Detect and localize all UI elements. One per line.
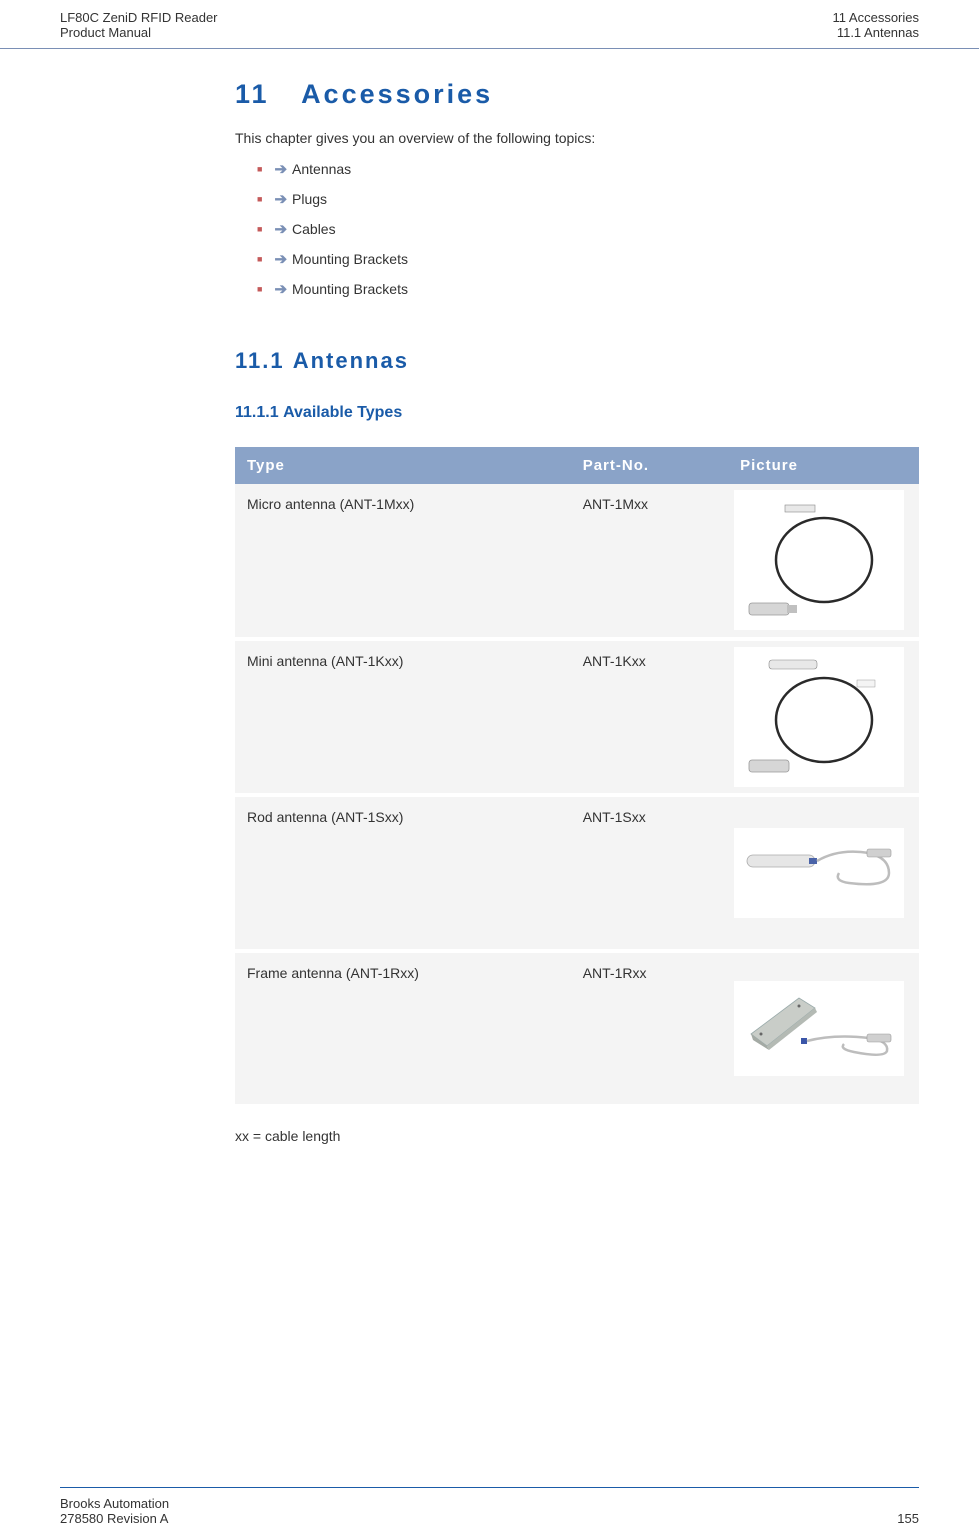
arrow-icon: ➔: [274, 280, 287, 298]
section-title: 11.1 Antennas: [235, 348, 919, 374]
antenna-image-micro: [734, 490, 904, 630]
footer-revision: 278580 Revision A: [60, 1511, 169, 1526]
table-row: Micro antenna (ANT-1Mxx) ANT-1Mxx: [235, 484, 919, 639]
page-content: 11 Accessories This chapter gives you an…: [0, 49, 979, 1144]
antenna-image-rod: [734, 828, 904, 918]
bullet-icon: ■: [257, 224, 262, 234]
list-item: ■ ➔ Mounting Brackets: [257, 250, 919, 268]
chapter-title: 11 Accessories: [235, 79, 919, 110]
col-picture: Picture: [728, 447, 919, 484]
antenna-image-frame: [734, 981, 904, 1076]
col-part: Part-No.: [571, 447, 728, 484]
cell-picture: [728, 795, 919, 951]
page-number: 155: [897, 1511, 919, 1526]
bullet-icon: ■: [257, 254, 262, 264]
intro-text: This chapter gives you an overview of th…: [235, 130, 919, 146]
cell-type: Rod antenna (ANT-1Sxx): [235, 795, 571, 951]
topic-label: Mounting Brackets: [292, 281, 408, 297]
cell-type: Micro antenna (ANT-1Mxx): [235, 484, 571, 639]
topic-label: Mounting Brackets: [292, 251, 408, 267]
antenna-image-mini: [734, 647, 904, 787]
header-manual: Product Manual: [60, 25, 218, 40]
header-product: LF80C ZeniD RFID Reader: [60, 10, 218, 25]
footer-company: Brooks Automation: [60, 1496, 169, 1511]
cell-type: Mini antenna (ANT-1Kxx): [235, 639, 571, 795]
arrow-icon: ➔: [274, 190, 287, 208]
list-item: ■ ➔ Antennas: [257, 160, 919, 178]
header-chapter: 11 Accessories: [833, 10, 919, 25]
arrow-icon: ➔: [274, 250, 287, 268]
cell-type: Frame antenna (ANT-1Rxx): [235, 951, 571, 1106]
table-row: Rod antenna (ANT-1Sxx) ANT-1Sxx: [235, 795, 919, 951]
col-type: Type: [235, 447, 571, 484]
cell-picture: [728, 951, 919, 1106]
cell-part: ANT-1Sxx: [571, 795, 728, 951]
table-row: Mini antenna (ANT-1Kxx) ANT-1Kxx: [235, 639, 919, 795]
page-header: LF80C ZeniD RFID Reader Product Manual 1…: [0, 0, 979, 49]
antenna-table: Type Part-No. Picture Micro antenna (ANT…: [235, 447, 919, 1108]
topic-label: Cables: [292, 221, 336, 237]
list-item: ■ ➔ Mounting Brackets: [257, 280, 919, 298]
arrow-icon: ➔: [274, 220, 287, 238]
list-item: ■ ➔ Cables: [257, 220, 919, 238]
bullet-icon: ■: [257, 284, 262, 294]
cell-picture: [728, 484, 919, 639]
topic-label: Plugs: [292, 191, 327, 207]
topics-list: ■ ➔ Antennas ■ ➔ Plugs ■ ➔ Cables ■ ➔ Mounting B…: [235, 160, 919, 298]
subsection-title: 11.1.1 Available Types: [235, 404, 919, 422]
arrow-icon: ➔: [274, 160, 287, 178]
header-section: 11.1 Antennas: [833, 25, 919, 40]
footnote: xx = cable length: [235, 1128, 919, 1144]
bullet-icon: ■: [257, 164, 262, 174]
bullet-icon: ■: [257, 194, 262, 204]
page-footer: Brooks Automation 278580 Revision A 155: [60, 1487, 919, 1526]
cell-part: ANT-1Mxx: [571, 484, 728, 639]
topic-label: Antennas: [292, 161, 351, 177]
cell-picture: [728, 639, 919, 795]
list-item: ■ ➔ Plugs: [257, 190, 919, 208]
cell-part: ANT-1Rxx: [571, 951, 728, 1106]
cell-part: ANT-1Kxx: [571, 639, 728, 795]
table-row: Frame antenna (ANT-1Rxx) ANT-1Rxx: [235, 951, 919, 1106]
